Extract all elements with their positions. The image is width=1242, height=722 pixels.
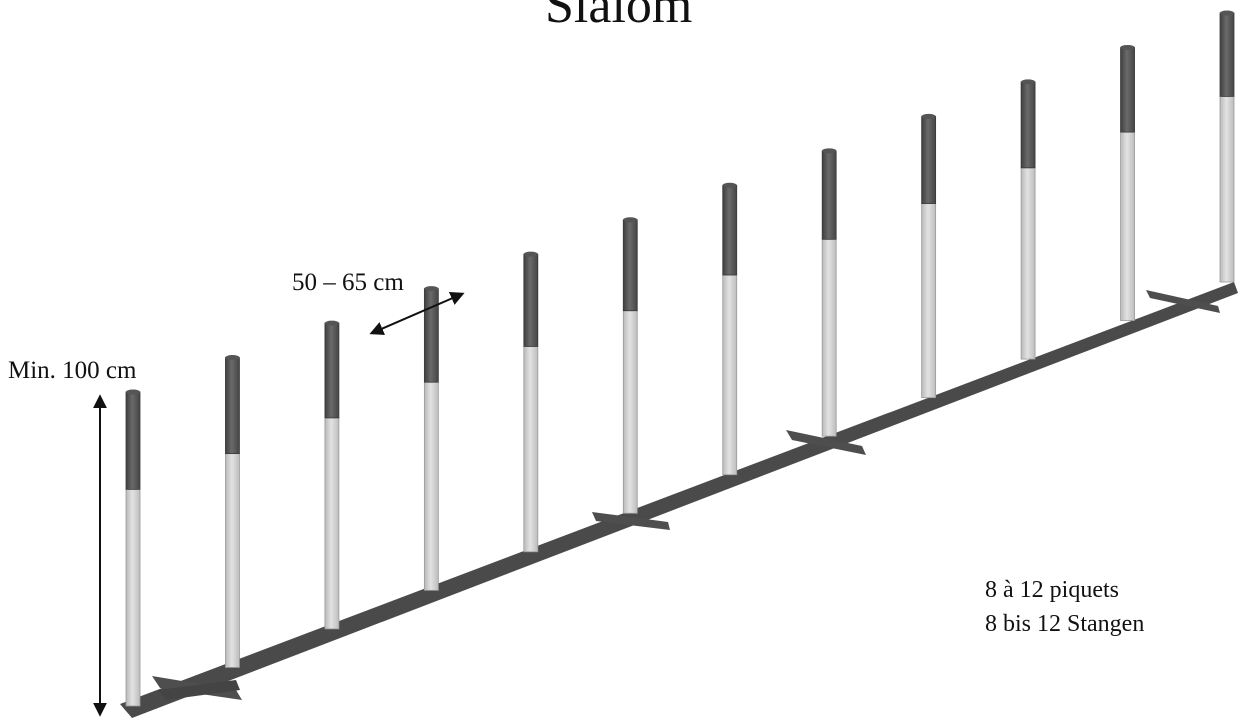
pole-cap [126,389,140,395]
pole-lower-section [1219,95,1235,283]
pole-count-de: 8 bis 12 Stangen [985,611,1144,637]
slalom-pole [1219,10,1235,283]
slalom-pole [523,251,539,553]
pole-cap [324,320,339,326]
pole-upper-section [225,357,240,455]
height-dimension: Min. 100 cm [8,357,137,717]
pole-upper-section [1120,47,1135,133]
slalom-pole [423,286,439,591]
base-rail-bar [120,282,1238,718]
pole-lower-section [225,453,240,668]
pole-upper-section [921,115,937,204]
spacing-label: 50 – 65 cm [292,269,404,296]
slalom-pole [225,355,240,668]
pole-cap [822,148,837,154]
pole-cap [623,217,638,223]
pole-lower-section [324,417,340,630]
pole-cap [424,286,439,292]
pole-cap [1120,44,1135,50]
pole-count-note: 8 à 12 piquets 8 bis 12 Stangen [985,577,1144,637]
base-foot [592,512,670,530]
height-label: Min. 100 cm [8,357,137,384]
base-foot [786,430,866,455]
pole-cap [722,182,737,188]
pole-cap [1220,10,1234,16]
slalom-pole [324,320,340,630]
pole-cap [921,113,936,119]
pole-count-fr: 8 à 12 piquets [985,577,1119,603]
pole-upper-section [523,253,539,347]
pole-lower-section [821,238,837,437]
base-foot [1146,290,1220,313]
spacing-dimension: 50 – 65 cm [292,269,465,335]
pole-lower-section [921,203,937,399]
pole-upper-section [1219,12,1235,97]
pole-upper-section [1020,81,1036,169]
pole-upper-section [722,184,738,276]
slalom-pole [1020,79,1036,360]
pole-lower-section [523,346,539,553]
slalom-pole [622,217,638,514]
slalom-poles [125,10,1235,707]
pole-upper-section [622,219,638,312]
diagram-title: Slalom [545,0,692,34]
slalom-pole [921,113,937,399]
pole-cap [523,251,538,257]
pole-lower-section [423,381,439,591]
pole-lower-section [1020,167,1036,360]
slalom-pole [1120,44,1135,321]
spacing-arrow [369,292,465,335]
slalom-pole [722,182,738,476]
pole-lower-section [722,274,738,476]
pole-cap [1021,79,1036,85]
pole-cap [225,355,240,361]
pole-upper-section [821,150,837,240]
pole-lower-section [622,310,638,514]
pole-upper-section [423,288,439,383]
base-rail [120,282,1238,718]
pole-lower-section [1120,131,1135,321]
base-foot [158,680,240,700]
pole-upper-section [324,322,340,419]
pole-lower-section [125,488,141,707]
slalom-pole [125,389,141,707]
pole-upper-section [125,391,141,490]
slalom-pole [821,148,837,437]
